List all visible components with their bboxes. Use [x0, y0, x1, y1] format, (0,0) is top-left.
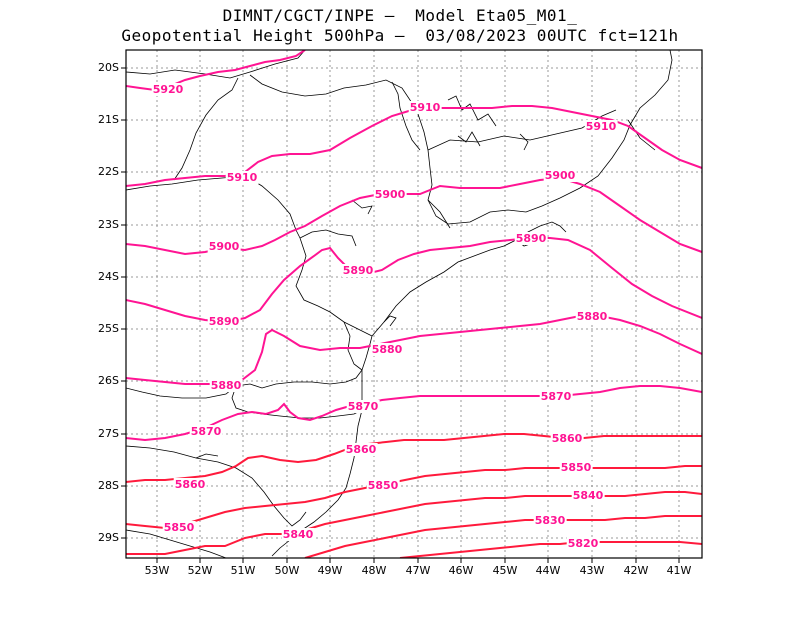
contour-label-halo — [584, 120, 618, 133]
lon-tick-label: 49W — [318, 564, 343, 577]
lat-tick-label: 28S — [98, 479, 119, 492]
contour-label-halo — [559, 461, 593, 474]
lon-tick-label: 47W — [406, 564, 431, 577]
lon-tick-label: 53W — [145, 564, 170, 577]
map-frame — [125, 49, 703, 559]
chart-title-line2: Geopotential Height 500hPa – 03/08/2023 … — [121, 26, 679, 45]
contour-label: 5900 — [375, 188, 406, 201]
contour-label: 5850 — [164, 521, 195, 534]
contour-label-halo — [209, 379, 243, 392]
contour-label-halo — [514, 232, 548, 245]
lat-tick-label: 24S — [98, 270, 119, 283]
contour-label-halo — [539, 390, 573, 403]
contour-label-halo — [366, 479, 400, 492]
contour-label-halo — [225, 171, 259, 184]
contour-label: 5890 — [209, 315, 240, 328]
contour-label: 5870 — [541, 390, 572, 403]
contour-5850 — [126, 465, 702, 530]
contour-label: 5850 — [561, 461, 592, 474]
contour-5840 — [126, 491, 702, 555]
contour-label: 5860 — [175, 478, 206, 491]
axis-ticks — [121, 67, 680, 563]
contour-label: 5870 — [191, 425, 222, 438]
lon-tick-label: 42W — [624, 564, 649, 577]
contour-label-halo — [543, 169, 577, 182]
contour-label: 5850 — [368, 479, 399, 492]
contour-label-halo — [373, 188, 407, 201]
contour-label-halo — [575, 310, 609, 323]
lon-tick-label: 41W — [667, 564, 692, 577]
lon-tick-label: 51W — [231, 564, 256, 577]
chart-title-line1: DIMNT/CGCT/INPE – Model Eta05_M01_ — [222, 6, 578, 25]
contour-5910 — [126, 105, 702, 187]
lon-tick-label: 50W — [275, 564, 300, 577]
contour-label-halo — [162, 521, 196, 534]
lat-tick-label: 25S — [98, 322, 119, 335]
contour-label-halo — [189, 425, 223, 438]
lat-tick-label: 26S — [98, 374, 119, 387]
contour-label: 5840 — [573, 489, 604, 502]
contour-label-halo — [151, 83, 185, 96]
lat-tick-label: 23S — [98, 218, 119, 231]
contour-label: 5880 — [577, 310, 608, 323]
contour-label: 5910 — [227, 171, 258, 184]
contour-label-halo — [550, 432, 584, 445]
contour-label-halo — [370, 343, 404, 356]
lat-tick-label: 22S — [98, 165, 119, 178]
contour-label: 5880 — [372, 343, 403, 356]
contour-label: 5900 — [209, 240, 240, 253]
contour-label: 5890 — [516, 232, 547, 245]
lat-tick-label: 27S — [98, 427, 119, 440]
contour-label-halo — [566, 537, 600, 550]
contour-5820 — [399, 541, 702, 558]
contour-label-halo — [408, 101, 442, 114]
lon-tick-label: 46W — [449, 564, 474, 577]
contour-label-halo — [533, 514, 567, 527]
contour-label: 5880 — [211, 379, 242, 392]
lat-tick-label: 29S — [98, 531, 119, 544]
contour-5860 — [126, 433, 702, 483]
contour-label: 5870 — [348, 400, 379, 413]
contour-label: 5910 — [410, 101, 441, 114]
lon-tick-label: 45W — [493, 564, 518, 577]
contour-label-halo — [341, 264, 375, 277]
lon-tick-label: 44W — [536, 564, 561, 577]
contour-label: 5920 — [153, 83, 184, 96]
contour-label: 5820 — [568, 537, 599, 550]
contour-label: 5900 — [545, 169, 576, 182]
contour-label-halo — [344, 443, 378, 456]
contour-label: 5860 — [552, 432, 583, 445]
contour-label: 5890 — [343, 264, 374, 277]
contour-5830 — [304, 515, 702, 558]
lon-tick-label: 52W — [188, 564, 213, 577]
lon-tick-label: 48W — [362, 564, 387, 577]
contour-label-halo — [281, 528, 315, 541]
contour-label: 5910 — [586, 120, 617, 133]
lat-tick-label: 20S — [98, 61, 119, 74]
lat-tick-label: 21S — [98, 113, 119, 126]
contour-label-halo — [207, 315, 241, 328]
lon-tick-label: 43W — [580, 564, 605, 577]
contour-label-halo — [207, 240, 241, 253]
contour-label-halo — [571, 489, 605, 502]
contour-label-halo — [173, 478, 207, 491]
contour-label: 5840 — [283, 528, 314, 541]
contour-label: 5860 — [346, 443, 377, 456]
contour-label: 5830 — [535, 514, 566, 527]
contour-label-halo — [346, 400, 380, 413]
